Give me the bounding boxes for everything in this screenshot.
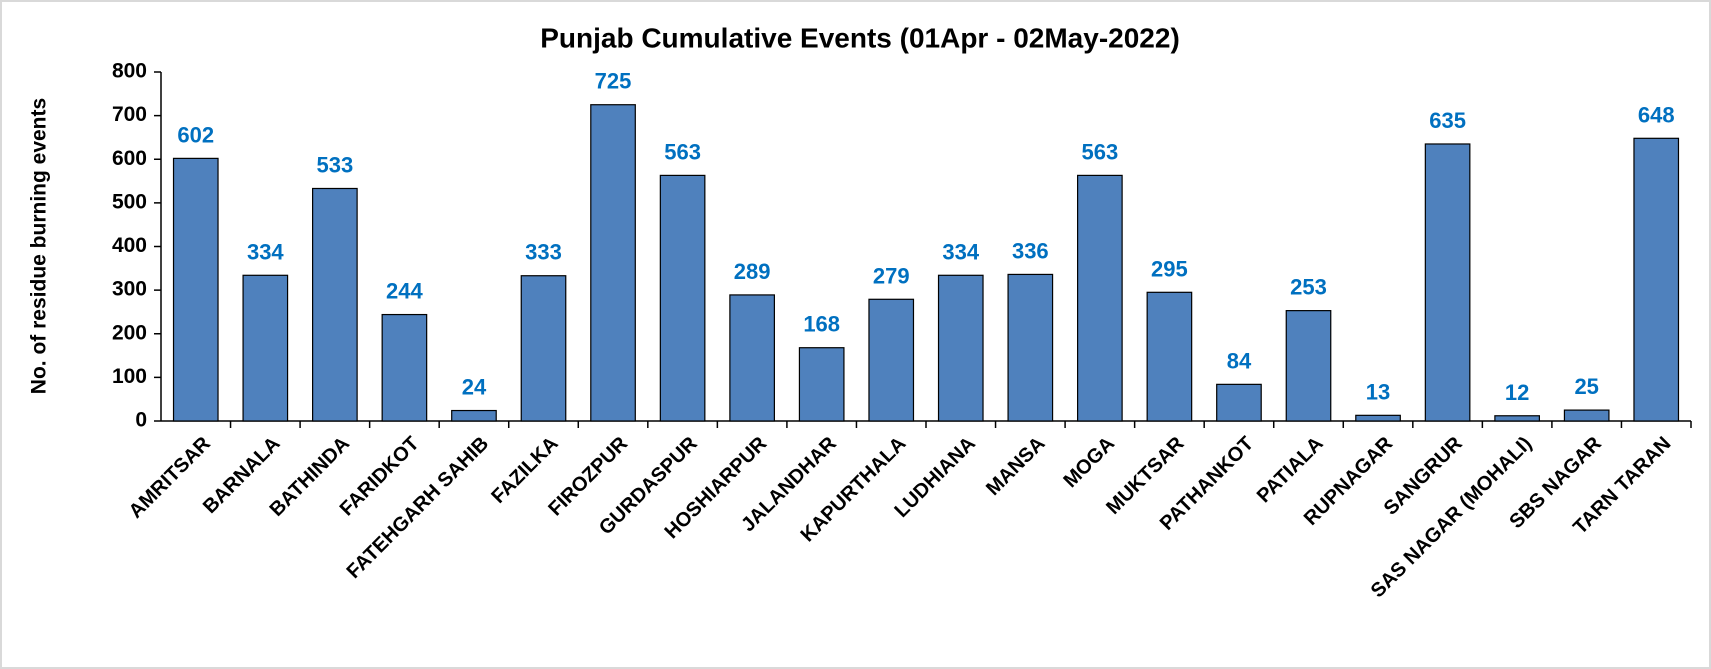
data-label: 253: [1290, 275, 1327, 300]
bar: [729, 294, 775, 422]
y-tick-label: 500: [112, 190, 147, 213]
data-label: 84: [1227, 348, 1252, 373]
data-label: 334: [942, 239, 979, 264]
data-label: 648: [1638, 102, 1675, 127]
data-label: 563: [664, 139, 701, 164]
data-label: 563: [1082, 139, 1119, 164]
bar: [242, 274, 289, 422]
bar: [1424, 143, 1471, 422]
data-label: 533: [317, 152, 354, 177]
bar: [798, 347, 845, 422]
data-label: 725: [595, 69, 632, 94]
bar: [1077, 174, 1123, 422]
data-label: 336: [1012, 238, 1049, 263]
y-tick-label: 300: [112, 278, 147, 301]
data-label: 333: [525, 240, 562, 265]
y-tick-label: 700: [112, 103, 147, 126]
y-tick-label: 0: [135, 409, 147, 432]
bar: [1494, 415, 1540, 422]
data-label: 168: [803, 312, 840, 337]
bar: [172, 157, 219, 422]
bar: [451, 409, 497, 422]
data-label: 12: [1505, 380, 1529, 405]
data-label: 635: [1429, 108, 1466, 133]
bar: [1285, 310, 1332, 422]
data-label: 13: [1366, 379, 1390, 404]
y-tick-label: 100: [112, 365, 147, 388]
y-tick-label: 800: [112, 60, 147, 83]
bar: [868, 298, 915, 422]
bar: [659, 174, 706, 422]
y-tick-label: 200: [112, 321, 147, 344]
bar: [1007, 273, 1054, 422]
bar: [590, 104, 636, 422]
data-label: 279: [873, 263, 910, 288]
bar: [1216, 383, 1262, 422]
data-label: 289: [734, 259, 771, 284]
data-label: 244: [386, 279, 423, 304]
bar: [312, 187, 358, 422]
bar: [1633, 137, 1680, 422]
bar: [937, 274, 984, 422]
bar: [1146, 291, 1193, 422]
bar: [1563, 409, 1610, 422]
y-tick-label: 400: [112, 234, 147, 257]
y-axis-label: No. of residue burning events: [28, 98, 51, 394]
chart-title: Punjab Cumulative Events (01Apr - 02May-…: [540, 22, 1180, 53]
bar: [1355, 414, 1401, 422]
y-tick-label: 600: [112, 147, 147, 170]
bar: [381, 313, 428, 422]
data-label: 602: [177, 122, 214, 147]
data-label: 295: [1151, 256, 1188, 281]
data-label: 24: [462, 375, 487, 400]
bar: [520, 275, 567, 422]
data-label: 25: [1574, 374, 1598, 399]
data-label: 334: [247, 239, 284, 264]
